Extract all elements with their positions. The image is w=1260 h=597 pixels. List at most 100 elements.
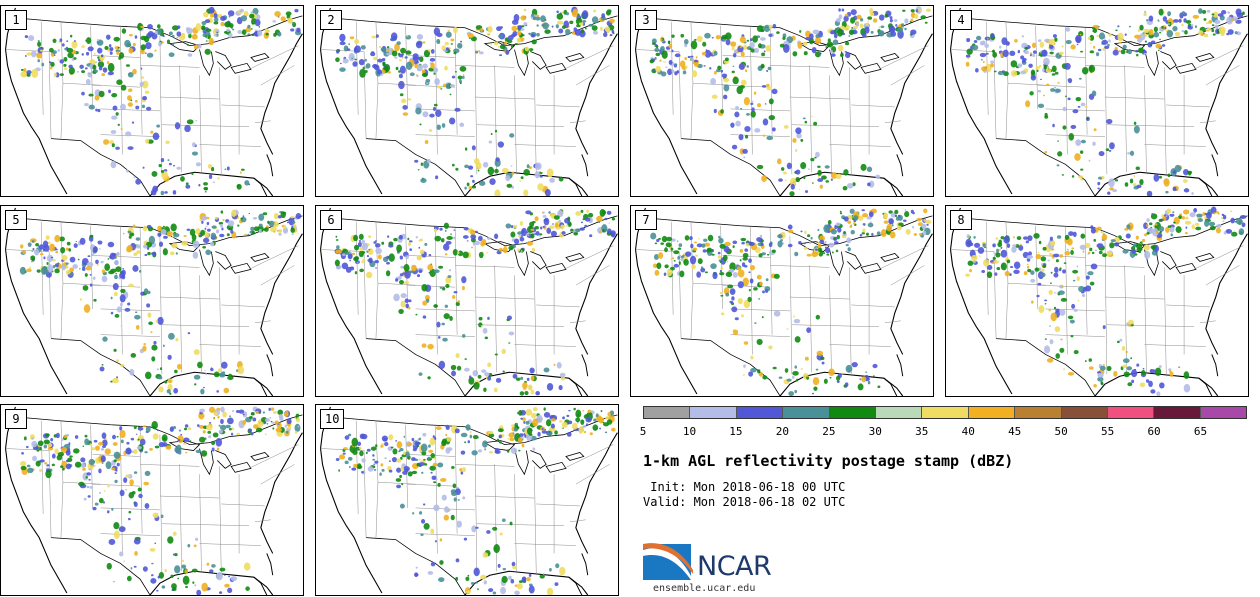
reflectivity-echo: [83, 497, 87, 501]
reflectivity-echo: [95, 108, 98, 112]
reflectivity-echo: [212, 181, 216, 183]
reflectivity-echo: [742, 277, 749, 287]
reflectivity-echo: [1010, 60, 1018, 68]
reflectivity-echo: [445, 283, 450, 289]
reflectivity-echo: [1144, 40, 1147, 43]
reflectivity-echo: [416, 64, 423, 72]
reflectivity-echo: [405, 255, 410, 259]
reflectivity-echo: [482, 440, 488, 448]
reflectivity-echo: [375, 444, 378, 448]
reflectivity-echo: [158, 164, 162, 168]
reflectivity-echo: [460, 450, 466, 455]
reflectivity-echo: [431, 67, 439, 73]
reflectivity-echo: [373, 463, 376, 465]
reflectivity-echo: [449, 93, 452, 96]
reflectivity-echo: [211, 564, 216, 568]
reflectivity-echo: [161, 170, 169, 180]
reflectivity-echo: [1206, 212, 1212, 219]
reflectivity-echo: [1070, 44, 1076, 50]
reflectivity-echo: [368, 248, 371, 251]
reflectivity-echo: [132, 224, 136, 229]
reflectivity-echo: [242, 411, 248, 418]
reflectivity-echo: [444, 253, 448, 256]
reflectivity-echo: [558, 28, 564, 34]
reflectivity-echo: [108, 89, 111, 94]
reflectivity-echo: [35, 243, 39, 247]
reflectivity-echo: [450, 38, 455, 42]
reflectivity-echo: [79, 237, 86, 245]
reflectivity-echo: [670, 247, 674, 251]
reflectivity-echo: [73, 40, 76, 42]
reflectivity-echo: [391, 50, 398, 57]
reflectivity-echo: [42, 248, 46, 252]
reflectivity-echo: [357, 441, 362, 446]
reflectivity-echo: [457, 251, 460, 254]
reflectivity-echo: [867, 16, 873, 20]
reflectivity-echo: [536, 32, 540, 37]
reflectivity-echo: [215, 437, 223, 447]
reflectivity-echo: [152, 512, 159, 519]
reflectivity-echo: [1144, 10, 1147, 14]
reflectivity-echo: [562, 25, 566, 29]
reflectivity-echo: [1025, 240, 1030, 244]
reflectivity-echo: [218, 429, 223, 434]
reflectivity-echo: [900, 23, 905, 27]
reflectivity-echo: [520, 249, 523, 253]
reflectivity-echo: [277, 409, 284, 416]
reflectivity-echo: [785, 179, 787, 181]
reflectivity-echo: [133, 425, 137, 430]
reflectivity-echo: [743, 156, 746, 159]
reflectivity-echo: [826, 253, 830, 256]
reflectivity-echo: [1080, 50, 1084, 53]
reflectivity-echo: [1126, 224, 1131, 230]
reflectivity-echo: [116, 306, 123, 313]
reflectivity-echo: [725, 292, 730, 297]
reflectivity-echo: [518, 410, 523, 416]
reflectivity-echo: [973, 235, 976, 239]
reflectivity-echo: [893, 19, 898, 23]
reflectivity-echo: [665, 242, 672, 248]
reflectivity-echo: [157, 232, 162, 237]
reflectivity-echo: [290, 227, 295, 233]
reflectivity-echo: [1107, 43, 1110, 47]
reflectivity-echo: [821, 175, 827, 180]
reflectivity-echo: [405, 50, 412, 55]
reflectivity-echo: [217, 415, 220, 419]
reflectivity-echo: [1119, 338, 1123, 342]
reflectivity-echo: [44, 462, 48, 465]
reflectivity-echo: [1049, 252, 1052, 256]
reflectivity-echo: [201, 25, 206, 31]
reflectivity-echo: [1046, 358, 1054, 363]
reflectivity-echo: [1117, 32, 1124, 42]
reflectivity-echo: [749, 264, 756, 271]
reflectivity-echo: [696, 35, 703, 43]
reflectivity-echo: [116, 51, 120, 55]
reflectivity-echo: [823, 252, 826, 255]
reflectivity-echo: [1192, 14, 1200, 19]
reflectivity-echo: [1059, 254, 1064, 258]
reflectivity-echo: [851, 361, 858, 368]
reflectivity-echo: [1093, 384, 1097, 388]
reflectivity-echo: [1030, 270, 1035, 275]
reflectivity-echo: [1102, 325, 1106, 330]
reflectivity-echo: [347, 433, 352, 437]
reflectivity-echo: [1158, 365, 1162, 369]
reflectivity-echo: [61, 265, 67, 271]
reflectivity-echo: [532, 16, 537, 21]
reflectivity-echo: [581, 29, 584, 34]
reflectivity-echo: [366, 254, 370, 258]
reflectivity-echo: [910, 18, 914, 22]
reflectivity-echo: [1072, 231, 1077, 237]
reflectivity-echo: [482, 327, 488, 334]
reflectivity-colorbar: [643, 406, 1247, 419]
reflectivity-echo: [806, 375, 810, 378]
reflectivity-echo: [1055, 259, 1059, 263]
reflectivity-echo: [101, 275, 108, 283]
reflectivity-echo: [99, 491, 102, 495]
reflectivity-echo: [293, 224, 297, 229]
reflectivity-echo: [525, 408, 533, 416]
reflectivity-echo: [1178, 366, 1181, 368]
reflectivity-echo: [698, 238, 700, 240]
reflectivity-echo: [154, 542, 157, 545]
reflectivity-echo: [82, 467, 86, 471]
